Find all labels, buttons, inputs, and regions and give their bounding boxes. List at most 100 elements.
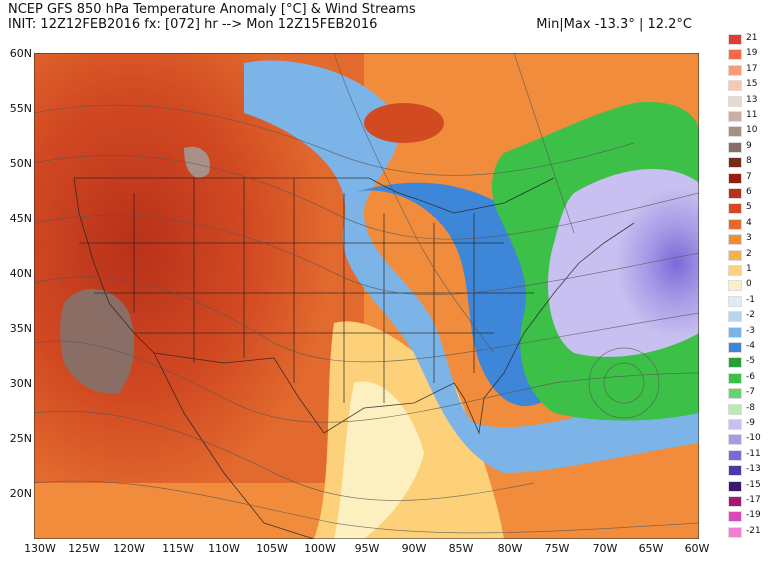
legend-swatch — [728, 372, 742, 384]
legend-entry: 0 — [728, 279, 768, 292]
lat-label: 45N — [9, 212, 32, 225]
legend-label: 2 — [746, 248, 752, 259]
legend-entry: -15 — [728, 479, 768, 492]
legend-entry: 4 — [728, 217, 768, 230]
legend-label: -3 — [746, 325, 755, 336]
lon-label: 100W — [304, 542, 336, 555]
legend-label: 5 — [746, 202, 752, 213]
legend-entry: 10 — [728, 125, 768, 138]
legend-swatch — [728, 95, 742, 107]
legend-swatch — [728, 188, 742, 199]
legend-label: -6 — [746, 371, 755, 382]
legend-entry: -2 — [728, 310, 768, 323]
warm-anomaly-rockies — [184, 146, 210, 178]
legend-label: -19 — [746, 510, 761, 521]
legend-entry: 13 — [728, 94, 768, 107]
legend-swatch — [728, 234, 742, 246]
legend-swatch — [728, 141, 742, 153]
lat-label: 60N — [9, 47, 32, 60]
lon-label: 130W — [24, 542, 56, 555]
legend-label: -4 — [746, 341, 755, 351]
legend-entry: -7 — [728, 387, 768, 400]
lat-label: 20N — [9, 487, 32, 500]
legend-entry: 8 — [728, 156, 768, 169]
us-gulf-coast — [323, 372, 505, 435]
legend-entry: -4 — [728, 341, 768, 353]
legend-entry: -9 — [728, 418, 768, 430]
legend-label: 15 — [746, 79, 758, 90]
legend-label: 0 — [746, 279, 752, 290]
legend-swatch — [728, 311, 742, 323]
state-lines-horizontal — [79, 242, 534, 334]
legend-label: 11 — [746, 110, 758, 120]
legend-label: 13 — [746, 94, 758, 105]
legend-entry: 19 — [728, 48, 768, 61]
lat-label: 50N — [9, 157, 32, 170]
legend-label: 6 — [746, 187, 752, 197]
legend-label: -21 — [746, 525, 761, 536]
legend-entry: -13 — [728, 464, 768, 477]
legend-swatch — [728, 496, 742, 507]
lat-label: 25N — [9, 432, 32, 445]
legend-label: -15 — [746, 479, 761, 490]
legend-swatch — [728, 449, 742, 461]
legend-label: 21 — [746, 33, 758, 43]
lon-label: 105W — [256, 542, 288, 555]
legend-swatch — [728, 326, 742, 338]
mexico-coast — [153, 352, 315, 539]
legend-label: 1 — [746, 264, 752, 274]
lat-label: 30N — [9, 377, 32, 390]
legend-label: -7 — [746, 387, 755, 398]
legend-label: 4 — [746, 217, 752, 228]
legend-entry: -3 — [728, 325, 768, 338]
legend-label: -9 — [746, 418, 755, 428]
legend-entry: 6 — [728, 187, 768, 199]
legend-swatch — [728, 218, 742, 230]
legend-swatch — [728, 34, 742, 45]
legend-swatch — [728, 511, 742, 523]
legend-entry: -6 — [728, 371, 768, 384]
cool-anomaly-region — [244, 60, 699, 473]
legend-swatch — [728, 403, 742, 415]
lon-label: 95W — [354, 542, 380, 555]
legend-label: -11 — [746, 448, 761, 459]
lon-label: 70W — [592, 542, 618, 555]
lon-label: 90W — [401, 542, 427, 555]
legend-entry: 7 — [728, 171, 768, 184]
legend-swatch — [728, 434, 742, 446]
us-east-coast — [503, 222, 635, 374]
us-canada-border — [74, 177, 555, 214]
legend-label: -13 — [746, 464, 761, 475]
lat-label: 40N — [9, 267, 32, 280]
lon-label: 120W — [113, 542, 145, 555]
legend-entry: 15 — [728, 79, 768, 92]
legend-swatch — [728, 419, 742, 430]
legend-swatch — [728, 64, 742, 76]
legend-label: -8 — [746, 402, 755, 413]
legend-swatch — [728, 388, 742, 400]
legend-swatch — [728, 157, 742, 169]
legend-entry: -21 — [728, 525, 768, 538]
min-max-readout: Min|Max -13.3° | 12.2°C — [536, 17, 692, 32]
legend-label: 7 — [746, 171, 752, 182]
legend-swatch — [728, 480, 742, 492]
legend-entry: 2 — [728, 248, 768, 261]
legend-swatch — [728, 49, 742, 61]
legend-entry: -8 — [728, 402, 768, 415]
lat-label: 55N — [9, 102, 32, 115]
state-lines-west — [133, 178, 295, 383]
legend-entry: 17 — [728, 64, 768, 76]
legend-swatch — [728, 526, 742, 538]
legend-entry: 3 — [728, 233, 768, 246]
legend-swatch — [728, 465, 742, 477]
us-west-coast — [73, 177, 155, 354]
cold-anomaly-core — [548, 169, 699, 357]
chart-title: NCEP GFS 850 hPa Temperature Anomaly [°C… — [8, 2, 416, 32]
legend-entry: 11 — [728, 110, 768, 122]
weather-map — [34, 53, 699, 539]
lat-label: 35N — [9, 322, 32, 335]
legend-label: 3 — [746, 233, 752, 244]
title-line-2: INIT: 12Z12FEB2016 fx: [072] hr --> Mon … — [8, 17, 378, 32]
state-lines-central — [343, 193, 475, 403]
legend-swatch — [728, 280, 742, 292]
